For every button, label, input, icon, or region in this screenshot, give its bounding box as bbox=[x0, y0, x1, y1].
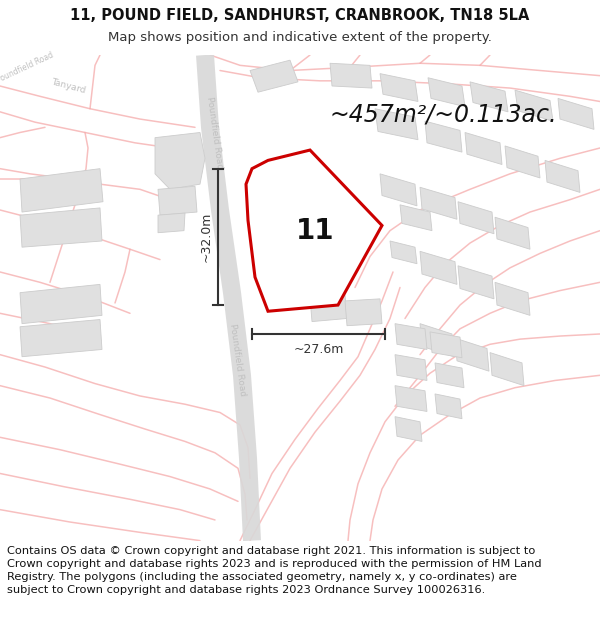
Polygon shape bbox=[458, 266, 494, 299]
Polygon shape bbox=[465, 132, 502, 164]
Polygon shape bbox=[505, 146, 540, 178]
Polygon shape bbox=[435, 363, 464, 388]
Polygon shape bbox=[246, 150, 382, 311]
Polygon shape bbox=[295, 251, 337, 282]
Polygon shape bbox=[380, 174, 417, 206]
Polygon shape bbox=[20, 169, 103, 212]
Polygon shape bbox=[196, 54, 261, 541]
Polygon shape bbox=[455, 338, 489, 371]
Text: Contains OS data © Crown copyright and database right 2021. This information is : Contains OS data © Crown copyright and d… bbox=[7, 546, 542, 595]
Text: Poundfield Road: Poundfield Road bbox=[0, 50, 55, 84]
Polygon shape bbox=[158, 213, 185, 232]
Polygon shape bbox=[345, 299, 382, 326]
Text: 11, POUND FIELD, SANDHURST, CRANBROOK, TN18 5LA: 11, POUND FIELD, SANDHURST, CRANBROOK, T… bbox=[70, 8, 530, 22]
Polygon shape bbox=[420, 324, 454, 357]
Polygon shape bbox=[290, 181, 333, 216]
Polygon shape bbox=[158, 186, 197, 215]
Polygon shape bbox=[495, 217, 530, 249]
Text: Poundfield Road: Poundfield Road bbox=[205, 96, 224, 169]
Polygon shape bbox=[400, 205, 432, 231]
Polygon shape bbox=[558, 98, 594, 129]
Polygon shape bbox=[390, 241, 417, 264]
Polygon shape bbox=[380, 74, 418, 101]
Polygon shape bbox=[495, 282, 530, 316]
Polygon shape bbox=[490, 352, 524, 386]
Polygon shape bbox=[155, 132, 205, 189]
Polygon shape bbox=[420, 188, 457, 219]
Polygon shape bbox=[330, 63, 372, 88]
Polygon shape bbox=[395, 324, 427, 349]
Polygon shape bbox=[395, 386, 427, 411]
Polygon shape bbox=[420, 251, 457, 284]
Polygon shape bbox=[435, 394, 462, 419]
Text: 11: 11 bbox=[296, 217, 334, 244]
Text: Poundfield Road: Poundfield Road bbox=[229, 323, 248, 397]
Polygon shape bbox=[545, 161, 580, 192]
Text: ~457m²/~0.113ac.: ~457m²/~0.113ac. bbox=[330, 103, 557, 127]
Polygon shape bbox=[20, 284, 102, 324]
Text: ~27.6m: ~27.6m bbox=[293, 343, 344, 356]
Polygon shape bbox=[395, 417, 422, 441]
Polygon shape bbox=[458, 202, 494, 234]
Polygon shape bbox=[430, 332, 462, 357]
Text: Map shows position and indicative extent of the property.: Map shows position and indicative extent… bbox=[108, 31, 492, 44]
Text: Tanyard: Tanyard bbox=[50, 77, 86, 95]
Polygon shape bbox=[515, 90, 553, 121]
Polygon shape bbox=[428, 78, 465, 107]
Polygon shape bbox=[425, 121, 462, 152]
Text: ~32.0m: ~32.0m bbox=[199, 212, 212, 262]
Polygon shape bbox=[310, 295, 347, 322]
Polygon shape bbox=[375, 109, 418, 140]
Polygon shape bbox=[20, 208, 102, 247]
Polygon shape bbox=[20, 319, 102, 357]
Polygon shape bbox=[470, 82, 508, 112]
Polygon shape bbox=[250, 60, 298, 92]
Polygon shape bbox=[395, 354, 427, 381]
